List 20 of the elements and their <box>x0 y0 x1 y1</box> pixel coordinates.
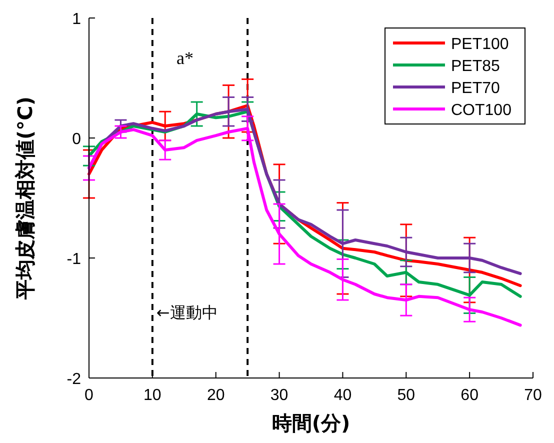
annotation: ←運動中 <box>156 303 218 322</box>
annotation: a* <box>176 48 194 68</box>
x-tick-label: 30 <box>270 387 288 404</box>
y-tick-label: -1 <box>66 251 82 268</box>
legend-label: PET100 <box>451 36 509 53</box>
legend-label: PET85 <box>451 58 500 75</box>
y-tick-label: -2 <box>66 371 82 388</box>
x-tick-label: 10 <box>144 387 162 404</box>
x-tick-label: 60 <box>460 387 479 404</box>
x-tick-label: 50 <box>397 387 416 404</box>
y-tick-label: 0 <box>72 131 82 148</box>
y-axis-title: 平均皮膚温相対値(°C) <box>13 96 37 300</box>
x-tick-label: 40 <box>334 387 352 404</box>
x-tick-label: 0 <box>84 387 94 404</box>
x-tick-label: 70 <box>524 387 542 404</box>
y-tick-label: 1 <box>72 11 82 28</box>
x-tick-label: 20 <box>206 387 225 404</box>
legend-label: COT100 <box>451 102 512 119</box>
x-axis-title: 時間(分) <box>272 411 350 435</box>
legend-label: PET70 <box>451 80 500 97</box>
